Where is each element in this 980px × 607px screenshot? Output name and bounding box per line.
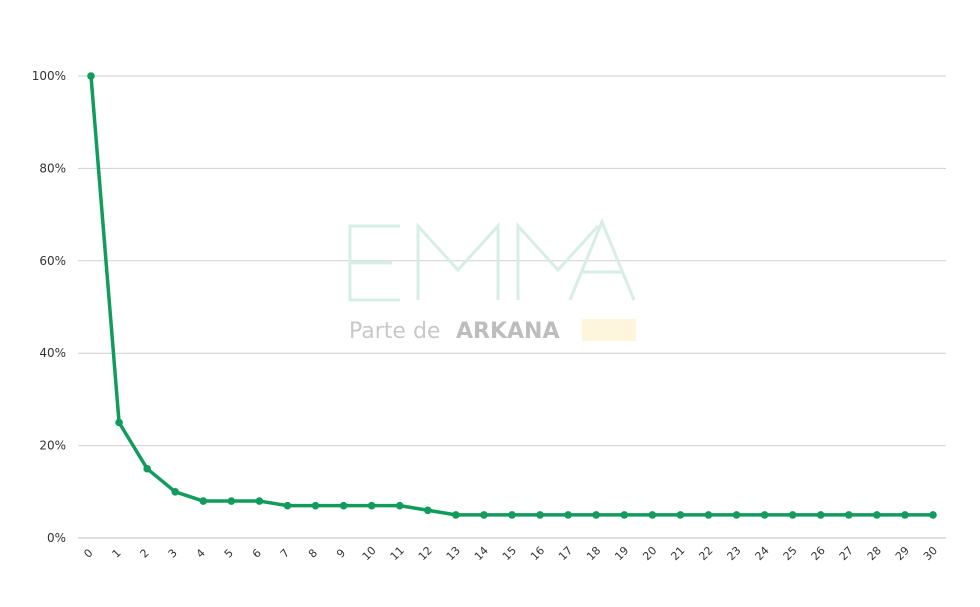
x-tick-label: 8 xyxy=(306,546,320,560)
x-tick-label: 15 xyxy=(500,544,519,563)
data-point xyxy=(536,511,544,519)
data-point xyxy=(87,72,95,80)
series-points xyxy=(87,72,937,519)
emma-arkana-watermark: Parte de ARKANA xyxy=(348,218,636,344)
x-tick-label: 24 xyxy=(753,544,772,563)
y-axis-ticks: 0% 20% 40% 60% 80% 100% xyxy=(32,69,66,545)
series-line xyxy=(89,74,935,517)
x-tick-label: 20 xyxy=(640,544,659,563)
data-point xyxy=(676,511,685,519)
y-tick-label: 100% xyxy=(32,69,66,83)
y-tick-label: 80% xyxy=(39,161,66,175)
data-point xyxy=(788,511,797,519)
x-tick-label: 9 xyxy=(334,546,348,560)
data-point xyxy=(227,497,236,505)
x-tick-label: 10 xyxy=(360,544,379,563)
data-point xyxy=(311,501,320,510)
x-tick-label: 19 xyxy=(612,544,631,563)
y-tick-label: 20% xyxy=(39,439,66,453)
x-tick-label: 25 xyxy=(781,544,800,563)
emma-logo xyxy=(348,218,636,302)
x-tick-label: 26 xyxy=(809,544,828,563)
x-tick-label: 11 xyxy=(388,544,407,563)
x-tick-label: 28 xyxy=(865,544,884,563)
watermark-subtitle-brand: ARKANA xyxy=(456,319,559,344)
data-point xyxy=(620,511,629,519)
x-tick-label: 13 xyxy=(444,544,463,563)
x-tick-label: 14 xyxy=(472,544,491,563)
data-point xyxy=(171,488,179,496)
x-axis-ticks: 0 1 2 3 4 5 6 7 8 9 10 11 12 13 14 15 16 17 18 19 20 21 22 23 24… xyxy=(81,544,940,563)
x-tick-label: 16 xyxy=(528,544,547,563)
x-tick-label: 29 xyxy=(893,544,912,563)
data-point xyxy=(199,497,208,505)
y-tick-label: 60% xyxy=(39,254,66,268)
x-tick-label: 4 xyxy=(194,546,208,560)
data-point xyxy=(480,511,488,519)
data-point xyxy=(732,511,741,519)
x-tick-label: 2 xyxy=(138,546,152,560)
data-point xyxy=(283,501,292,510)
watermark-subtitle-prefix: Parte de xyxy=(349,319,440,344)
data-point xyxy=(873,511,881,519)
x-tick-label: 3 xyxy=(166,546,180,560)
data-point xyxy=(648,511,657,519)
data-point xyxy=(508,511,516,519)
data-point xyxy=(452,511,460,519)
gridlines xyxy=(78,75,946,539)
x-tick-label: 30 xyxy=(921,544,940,563)
watermark-accent-block xyxy=(582,319,636,341)
data-point xyxy=(255,497,264,505)
x-tick-label: 6 xyxy=(250,546,264,560)
x-tick-label: 22 xyxy=(696,544,715,563)
data-point xyxy=(760,511,769,519)
y-tick-label: 40% xyxy=(39,346,66,360)
data-point xyxy=(592,511,600,519)
data-point xyxy=(115,418,123,427)
data-point xyxy=(367,501,376,510)
y-tick-label: 0% xyxy=(47,531,66,545)
data-point xyxy=(395,501,404,510)
data-point xyxy=(564,511,572,519)
x-tick-label: 23 xyxy=(725,544,744,563)
data-point xyxy=(339,501,348,510)
x-tick-label: 7 xyxy=(278,546,292,560)
x-tick-label: 1 xyxy=(110,546,124,560)
data-point xyxy=(143,464,151,473)
x-tick-label: 27 xyxy=(837,544,856,563)
x-tick-label: 0 xyxy=(81,546,95,560)
data-point xyxy=(929,511,937,519)
data-point xyxy=(901,511,909,519)
x-tick-label: 21 xyxy=(668,544,687,563)
data-point xyxy=(845,511,853,519)
x-tick-label: 18 xyxy=(584,544,603,563)
x-tick-label: 5 xyxy=(222,546,236,560)
x-tick-label: 17 xyxy=(556,544,575,563)
data-point xyxy=(704,511,713,519)
data-point xyxy=(424,506,432,515)
data-point xyxy=(816,511,825,519)
x-tick-label: 12 xyxy=(416,544,435,563)
